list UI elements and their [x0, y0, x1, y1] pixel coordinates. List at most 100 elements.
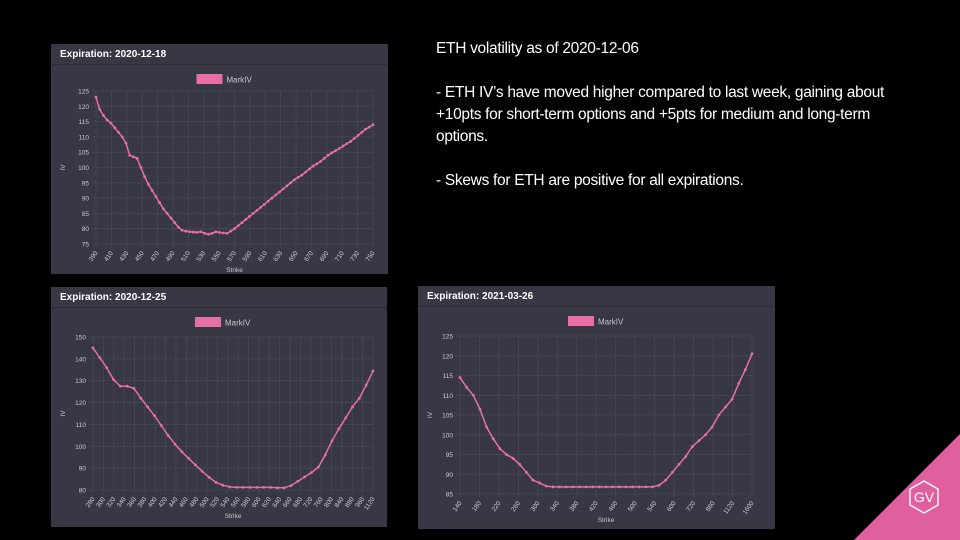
data-point [337, 427, 341, 431]
x-tick-label: 490 [165, 250, 177, 263]
y-tick-label: 120 [78, 104, 89, 111]
data-point [371, 123, 375, 127]
spacer [436, 148, 906, 170]
y-tick-label: 130 [75, 378, 86, 385]
data-point [109, 121, 113, 125]
y-axis-title: IV [60, 164, 67, 171]
series-line-markiv [459, 353, 753, 488]
data-point [188, 230, 191, 234]
data-point [180, 228, 184, 232]
data-point [360, 130, 364, 134]
data-point [684, 455, 688, 458]
hexagon-icon [909, 480, 939, 514]
data-point [465, 385, 469, 389]
data-point [315, 162, 319, 166]
divider [51, 307, 387, 308]
y-tick-label: 105 [78, 150, 89, 157]
spacer [436, 60, 906, 82]
x-tick-label: 420 [588, 500, 600, 513]
x-tick-label: 600 [666, 500, 678, 513]
data-point [518, 462, 522, 466]
data-point [124, 141, 128, 145]
data-point [221, 231, 225, 235]
data-point [207, 475, 211, 479]
y-tick-label: 100 [78, 165, 89, 172]
x-tick-label: 1600 [742, 500, 756, 516]
x-tick-label: 630 [272, 250, 284, 263]
data-point [617, 485, 621, 489]
x-tick-label: 430 [118, 250, 130, 263]
data-point [485, 425, 488, 429]
chart-panel-2021-03-26: Expiration: 2021-03-26 MarkIV 85 90 95 100 10… [418, 286, 775, 529]
x-tick-label: 410 [103, 250, 115, 263]
legend-swatch [195, 317, 221, 327]
data-point [102, 114, 105, 117]
x-axis-title: Strike [226, 267, 243, 274]
data-point [458, 376, 462, 379]
x-tick-label: 620 [261, 496, 273, 509]
y-axis-title: IV [427, 411, 434, 418]
x-tick-label: 570 [226, 250, 238, 263]
x-tick-label: 1120 [722, 500, 736, 516]
y-tick-label: 120 [75, 400, 86, 407]
data-point [371, 369, 375, 373]
data-point [511, 457, 515, 460]
y-tick-label: 100 [75, 444, 86, 451]
data-point [344, 416, 348, 420]
x-tick-label: 750 [365, 250, 377, 263]
data-point [266, 199, 270, 203]
data-point [319, 159, 322, 163]
data-point [274, 193, 278, 197]
legend-label: MarkIV [227, 76, 253, 85]
data-point [236, 224, 240, 228]
x-tick-label: 280 [85, 496, 97, 509]
data-point [304, 170, 308, 174]
x-axis-title: Strike [598, 517, 615, 524]
data-point [717, 413, 721, 417]
x-tick-label: 460 [607, 500, 619, 513]
y-tick-label: 85 [82, 211, 90, 218]
data-point [233, 227, 236, 231]
x-tick-label: 610 [257, 250, 269, 263]
data-point [330, 151, 334, 155]
data-point [259, 205, 263, 209]
y-axis-title: IV [60, 410, 67, 417]
data-point [200, 470, 204, 473]
data-point [139, 396, 143, 400]
y-tick-label: 90 [82, 196, 90, 203]
x-tick-label: 340 [116, 496, 128, 509]
data-point [538, 481, 542, 485]
y-tick-label: 110 [76, 422, 87, 429]
y-tick-label: 80 [82, 226, 90, 233]
data-point [214, 480, 218, 484]
chart-title: Expiration: 2021-03-26 [427, 291, 534, 302]
x-tick-label: 340 [549, 500, 561, 513]
x-tick-label: 550 [211, 250, 223, 263]
data-point [244, 218, 248, 221]
data-point [169, 216, 173, 220]
data-point [128, 153, 132, 157]
x-tick-label: 840 [334, 496, 346, 509]
data-point [345, 142, 349, 146]
x-tick-label: 320 [105, 496, 117, 509]
divider [51, 64, 388, 65]
data-point [191, 230, 195, 234]
x-tick-label: 640 [271, 496, 283, 509]
x-tick-label: 450 [134, 250, 146, 263]
data-point [505, 453, 508, 456]
data-point [262, 485, 266, 489]
data-point [113, 126, 117, 130]
x-tick-label: 540 [219, 496, 231, 509]
data-point [194, 463, 197, 467]
y-tick-label: 120 [442, 353, 453, 360]
data-point [704, 433, 707, 437]
data-point [180, 450, 184, 454]
x-tick-label: 530 [195, 250, 207, 263]
y-tick-label: 100 [442, 432, 453, 439]
logo-text: GV [914, 489, 935, 505]
data-point [524, 470, 528, 474]
data-point [184, 229, 188, 233]
data-point [352, 137, 356, 140]
x-tick-label: 140 [452, 500, 464, 513]
x-tick-label: 510 [180, 250, 192, 263]
